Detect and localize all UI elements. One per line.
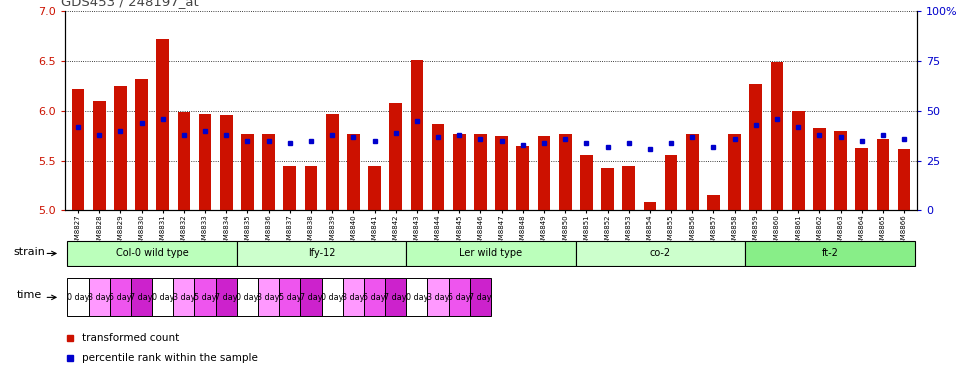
- Bar: [406, 241, 576, 266]
- Text: 0 day: 0 day: [236, 293, 258, 302]
- Bar: [729, 134, 741, 210]
- Text: 3 day: 3 day: [173, 293, 195, 302]
- Text: Ler wild type: Ler wild type: [460, 249, 522, 258]
- Bar: [495, 136, 508, 210]
- Bar: [241, 134, 253, 210]
- Bar: [174, 279, 195, 316]
- Bar: [516, 146, 529, 210]
- Bar: [406, 279, 427, 316]
- Bar: [601, 168, 613, 210]
- Bar: [876, 139, 889, 210]
- Bar: [771, 62, 783, 210]
- Bar: [385, 279, 406, 316]
- Text: transformed count: transformed count: [83, 333, 180, 343]
- Text: 5 day: 5 day: [448, 293, 470, 302]
- Bar: [114, 86, 127, 210]
- Bar: [390, 103, 402, 210]
- Text: Col-0 wild type: Col-0 wild type: [116, 249, 188, 258]
- Bar: [178, 112, 190, 210]
- Bar: [152, 279, 174, 316]
- Bar: [135, 79, 148, 210]
- Text: 5 day: 5 day: [194, 293, 216, 302]
- Bar: [427, 279, 448, 316]
- Bar: [834, 131, 847, 210]
- Text: 3 day: 3 day: [257, 293, 279, 302]
- Bar: [109, 279, 131, 316]
- Bar: [750, 84, 762, 210]
- Bar: [325, 114, 339, 210]
- Bar: [813, 128, 826, 210]
- Bar: [237, 241, 406, 266]
- Bar: [580, 154, 592, 210]
- Bar: [469, 279, 492, 316]
- Bar: [237, 279, 258, 316]
- Bar: [156, 39, 169, 210]
- Bar: [88, 279, 109, 316]
- Text: 7 day: 7 day: [469, 293, 492, 302]
- Bar: [664, 154, 678, 210]
- Bar: [898, 149, 910, 210]
- Bar: [448, 279, 469, 316]
- Text: 7 day: 7 day: [300, 293, 323, 302]
- Bar: [364, 279, 385, 316]
- Bar: [792, 111, 804, 210]
- Text: 7 day: 7 day: [131, 293, 153, 302]
- Bar: [643, 202, 657, 210]
- Text: percentile rank within the sample: percentile rank within the sample: [83, 353, 258, 363]
- Bar: [538, 136, 550, 210]
- Text: 5 day: 5 day: [363, 293, 386, 302]
- Bar: [67, 241, 237, 266]
- Text: lfy-12: lfy-12: [308, 249, 335, 258]
- Text: 5 day: 5 day: [109, 293, 132, 302]
- Bar: [622, 165, 636, 210]
- Bar: [220, 115, 232, 210]
- Bar: [283, 165, 297, 210]
- Text: GDS453 / 248197_at: GDS453 / 248197_at: [61, 0, 199, 8]
- Text: 0 day: 0 day: [152, 293, 174, 302]
- Text: time: time: [16, 290, 42, 300]
- Bar: [300, 279, 322, 316]
- Bar: [304, 165, 318, 210]
- Bar: [131, 279, 152, 316]
- Bar: [708, 195, 720, 210]
- Text: 7 day: 7 day: [215, 293, 237, 302]
- Text: 7 day: 7 day: [384, 293, 407, 302]
- Text: 0 day: 0 day: [406, 293, 428, 302]
- Text: 0 day: 0 day: [321, 293, 344, 302]
- Bar: [559, 134, 571, 210]
- Bar: [279, 279, 300, 316]
- Bar: [93, 101, 106, 210]
- Bar: [72, 89, 84, 210]
- Bar: [576, 241, 745, 266]
- Bar: [258, 279, 279, 316]
- Bar: [199, 114, 211, 210]
- Bar: [347, 134, 360, 210]
- Text: co-2: co-2: [650, 249, 671, 258]
- Bar: [745, 241, 915, 266]
- Bar: [195, 279, 216, 316]
- Bar: [855, 147, 868, 210]
- Text: 3 day: 3 day: [427, 293, 449, 302]
- Text: 3 day: 3 day: [88, 293, 110, 302]
- Text: 0 day: 0 day: [67, 293, 89, 302]
- Bar: [453, 134, 466, 210]
- Text: 3 day: 3 day: [342, 293, 365, 302]
- Bar: [432, 124, 444, 210]
- Text: ft-2: ft-2: [822, 249, 838, 258]
- Bar: [474, 134, 487, 210]
- Text: 5 day: 5 day: [278, 293, 301, 302]
- Bar: [262, 134, 275, 210]
- Bar: [411, 60, 423, 210]
- Bar: [343, 279, 364, 316]
- Bar: [67, 279, 88, 316]
- Bar: [216, 279, 237, 316]
- Text: strain: strain: [13, 247, 45, 257]
- Bar: [369, 165, 381, 210]
- Bar: [685, 134, 699, 210]
- Bar: [322, 279, 343, 316]
